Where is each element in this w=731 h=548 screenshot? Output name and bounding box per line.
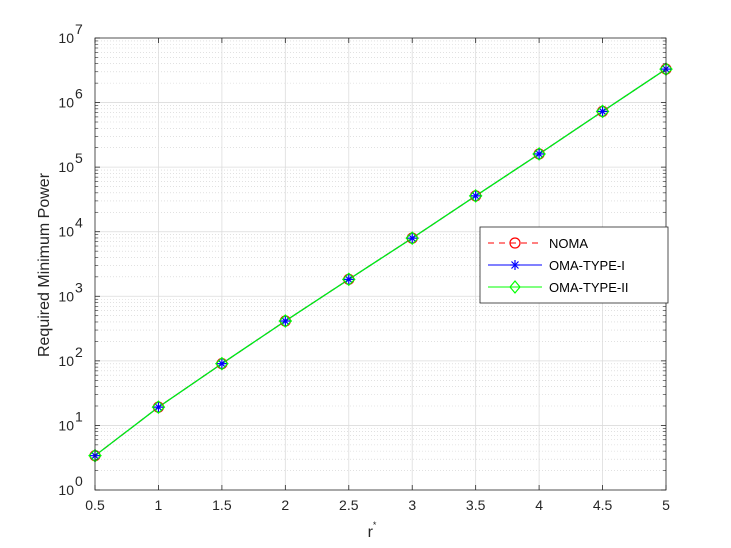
x-tick-label: 1.5 — [212, 497, 232, 513]
x-tick-label: 4.5 — [593, 497, 613, 513]
series-line-oma-type-ii — [94, 68, 667, 457]
y-tick-label: 101 — [58, 408, 83, 433]
legend-marker-noma — [509, 237, 521, 249]
legend-marker-oma-type-ii — [509, 280, 521, 294]
y-tick-label-base: 10 — [58, 288, 74, 304]
data-point-oma-type-i — [216, 358, 227, 369]
data-point-oma-type-ii — [595, 104, 610, 119]
y-axis-label: Required Minimum Power — [36, 172, 53, 357]
data-point-oma-type-i — [153, 402, 164, 413]
data-point-oma-type-i — [407, 233, 418, 244]
y-tick-label-base: 10 — [58, 224, 74, 240]
x-tick-label: 2.5 — [339, 497, 359, 513]
x-tick-label: 1 — [155, 497, 163, 513]
series-layer — [88, 62, 673, 463]
y-tick-label: 107 — [58, 21, 83, 46]
data-point-oma-type-i — [597, 106, 608, 117]
y-tick-label: 105 — [58, 150, 83, 175]
y-tick-label-exponent: 6 — [75, 86, 83, 102]
x-tick-label: 4 — [535, 497, 543, 513]
x-tick-label: 5 — [662, 497, 670, 513]
y-tick-label-exponent: 2 — [75, 344, 83, 360]
y-tick-label: 106 — [58, 86, 83, 111]
asterisk-stroke — [408, 234, 417, 243]
y-tick-label-exponent: 0 — [75, 473, 83, 489]
y-tick-label-base: 10 — [58, 159, 74, 175]
legend: NOMA OMA-TYPE-I OMA-TYPE-II — [479, 226, 669, 304]
y-tick-label-exponent: 3 — [75, 279, 83, 295]
asterisk-stroke — [511, 261, 519, 269]
legend-marker-oma-type-i — [510, 260, 520, 270]
y-tick-label: 103 — [58, 279, 83, 304]
asterisk-stroke — [598, 107, 607, 116]
data-point-oma-type-i — [343, 274, 354, 285]
data-point-oma-type-i — [280, 316, 291, 327]
data-point-oma-type-ii — [532, 147, 546, 161]
x-tick-labels: 0.5 1 1.5 2 2.5 3 3.5 4 4.5 5 — [85, 497, 670, 513]
legend-entry-oma-type-i: OMA-TYPE-I — [488, 258, 625, 273]
legend-asterisk-shape — [510, 260, 520, 270]
data-point-oma-type-ii — [341, 272, 356, 287]
y-tick-label-exponent: 5 — [75, 150, 83, 166]
legend-entry-noma: NOMA — [488, 236, 588, 251]
legend-label-noma: NOMA — [549, 236, 588, 251]
y-tick-label-base: 10 — [58, 417, 74, 433]
y-tick-label: 100 — [58, 473, 83, 498]
y-tick-label-exponent: 7 — [75, 21, 83, 37]
data-point-oma-type-i — [534, 148, 545, 159]
asterisk-stroke — [281, 317, 290, 325]
y-tick-label-base: 10 — [58, 482, 74, 498]
y-tick-label-exponent: 1 — [75, 408, 83, 424]
x-tick-label: 3.5 — [466, 497, 486, 513]
x-tick-label: 2 — [281, 497, 289, 513]
asterisk-stroke — [217, 359, 226, 368]
minor-grid — [95, 40, 666, 471]
legend-label-oma-type-i: OMA-TYPE-I — [549, 258, 625, 273]
y-tick-label-base: 10 — [58, 95, 74, 111]
legend-label-oma-type-ii: OMA-TYPE-II — [549, 280, 628, 295]
data-point-oma-type-ii — [151, 400, 166, 414]
asterisk-stroke — [344, 275, 353, 284]
y-tick-label: 104 — [58, 215, 83, 240]
data-point-oma-type-ii — [468, 189, 483, 203]
asterisk-stroke — [471, 191, 480, 200]
x-axis-label: r* — [368, 520, 377, 541]
data-point-oma-type-ii — [215, 356, 229, 371]
asterisk-stroke — [535, 150, 544, 158]
x-axis-label-superscript: * — [373, 520, 377, 530]
x-tick-label: 3 — [408, 497, 416, 513]
asterisk-stroke — [154, 403, 163, 412]
y-tick-label-base: 10 — [58, 353, 74, 369]
y-tick-label-exponent: 4 — [75, 215, 83, 231]
data-point-oma-type-i — [470, 190, 481, 201]
data-point-oma-type-ii — [405, 231, 420, 245]
data-point-oma-type-ii — [278, 314, 293, 328]
y-tick-label-base: 10 — [58, 30, 74, 46]
x-tick-label: 0.5 — [85, 497, 105, 513]
legend-entry-oma-type-ii: OMA-TYPE-II — [488, 280, 628, 295]
y-tick-label: 102 — [58, 344, 83, 369]
